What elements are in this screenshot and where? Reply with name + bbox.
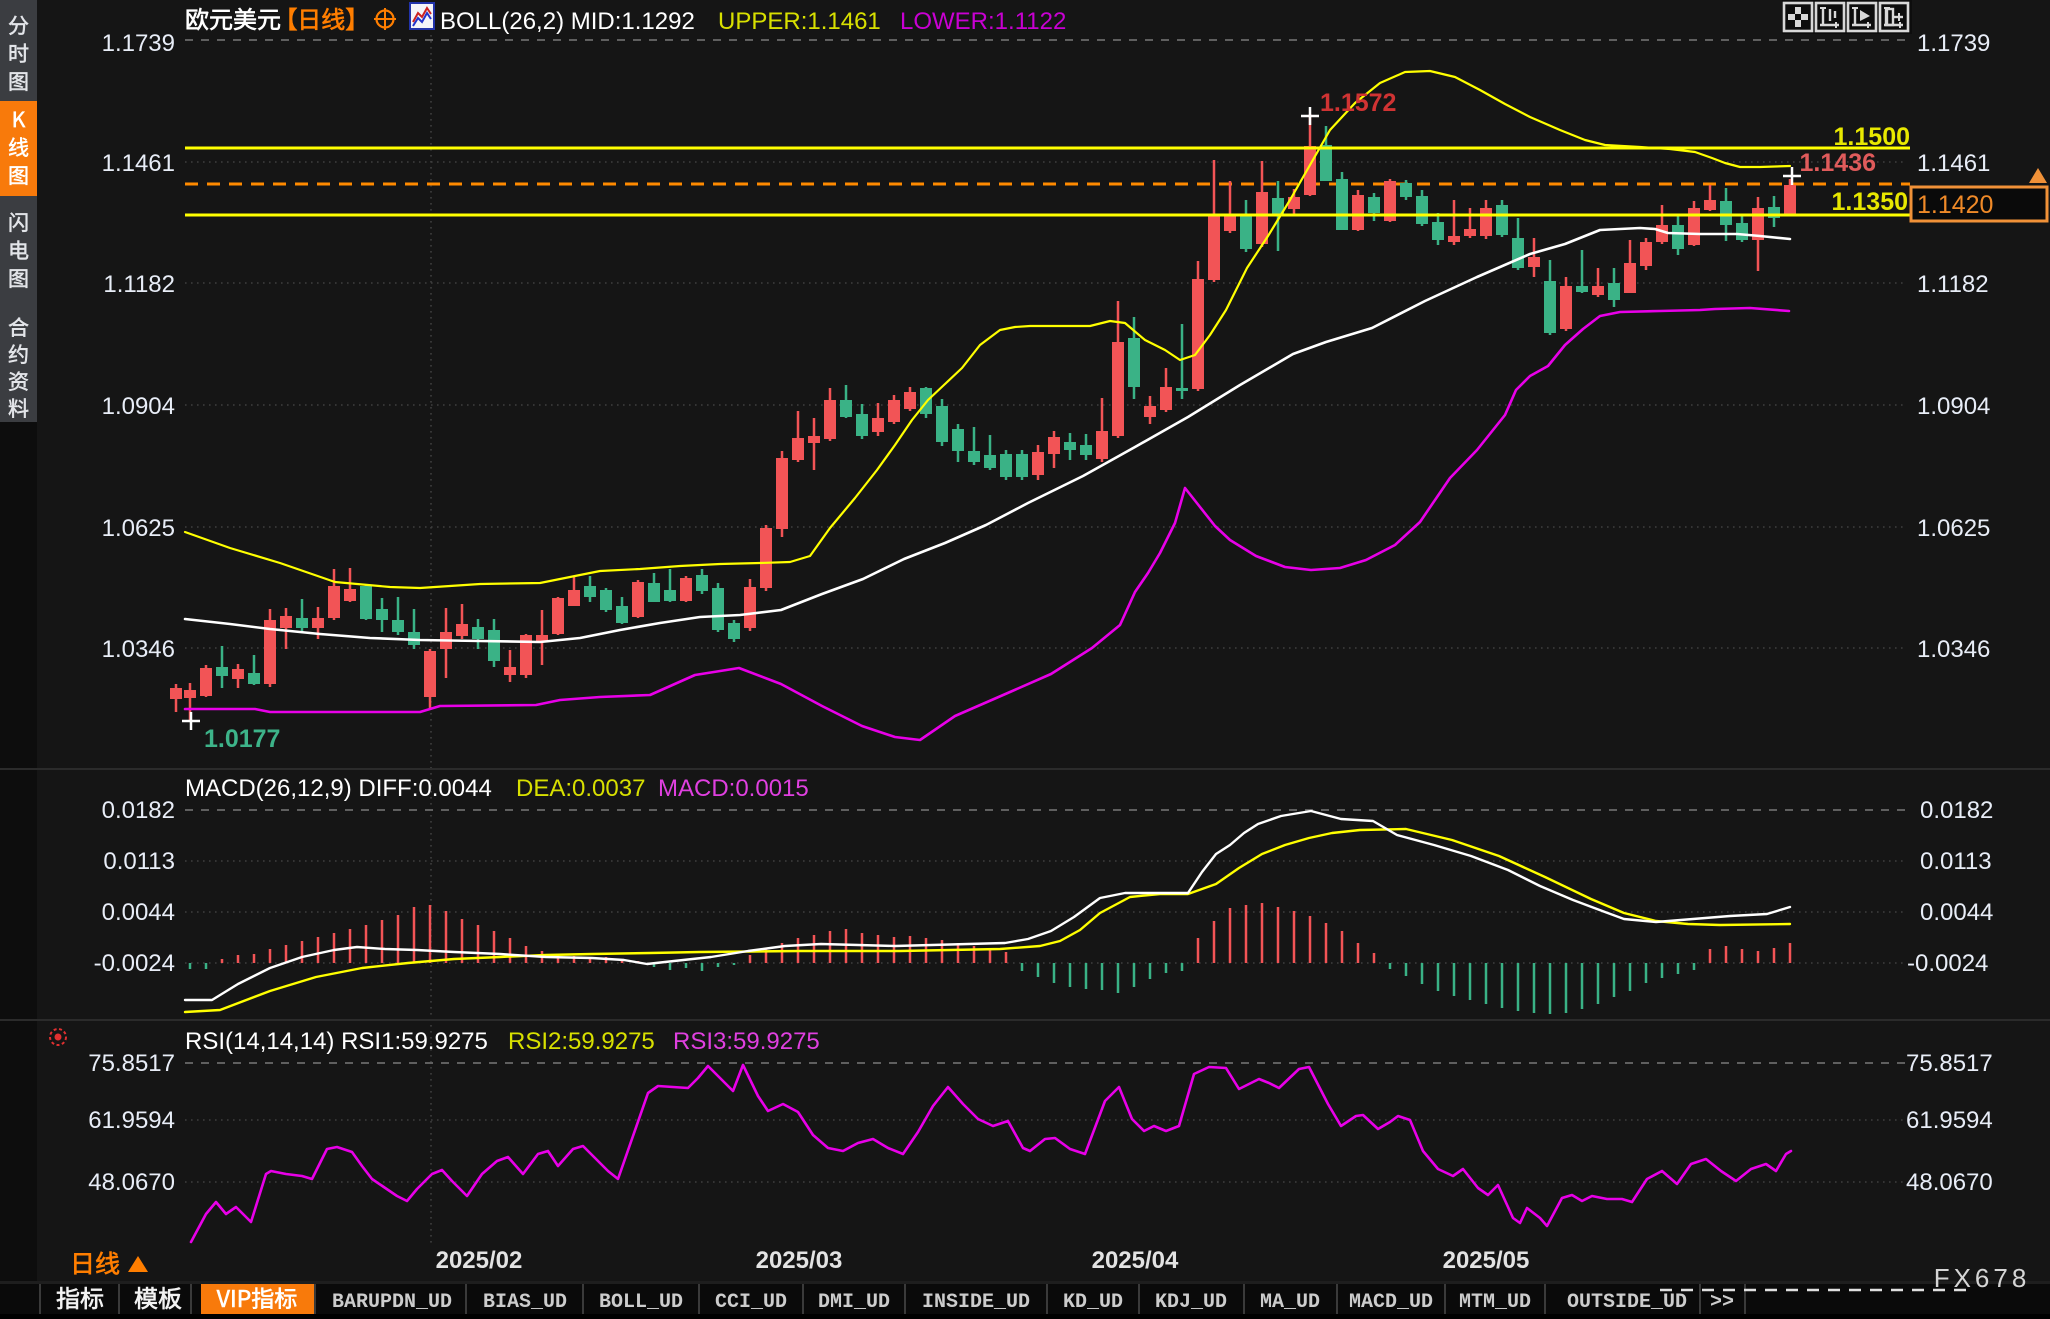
svg-text:-0.0024: -0.0024	[94, 950, 175, 977]
svg-text:RSI(14,14,14) RSI1:59.9275: RSI(14,14,14) RSI1:59.9275	[185, 1028, 488, 1055]
svg-text:1.1572: 1.1572	[1320, 89, 1396, 117]
svg-text:BOLL(26,2) MID:1.1292: BOLL(26,2) MID:1.1292	[440, 8, 695, 35]
svg-text:2025/05: 2025/05	[1443, 1247, 1530, 1274]
svg-text:0.0044: 0.0044	[1920, 899, 1993, 926]
svg-text:BARUPDN_UD: BARUPDN_UD	[332, 1291, 452, 1314]
svg-text:48.0670: 48.0670	[1906, 1169, 1993, 1196]
svg-text:1.1461: 1.1461	[1917, 150, 1990, 177]
svg-text:MACD(26,12,9) DIFF:0.0044: MACD(26,12,9) DIFF:0.0044	[185, 775, 492, 802]
svg-text:75.8517: 75.8517	[1906, 1050, 1993, 1077]
svg-text:RSI3:59.9275: RSI3:59.9275	[673, 1028, 820, 1055]
svg-text:LOWER:1.1122: LOWER:1.1122	[900, 8, 1066, 35]
svg-text:0.0182: 0.0182	[1920, 797, 1993, 824]
svg-text:MTM_UD: MTM_UD	[1459, 1291, 1531, 1314]
svg-text:2025/02: 2025/02	[436, 1247, 523, 1274]
svg-text:1.1500: 1.1500	[1834, 123, 1910, 151]
svg-text:1.1739: 1.1739	[102, 30, 175, 57]
svg-text:KD_UD: KD_UD	[1063, 1291, 1123, 1314]
svg-text:61.9594: 61.9594	[88, 1107, 175, 1134]
svg-text:48.0670: 48.0670	[88, 1169, 175, 1196]
svg-text:75.8517: 75.8517	[88, 1050, 175, 1077]
svg-text:MA_UD: MA_UD	[1260, 1291, 1320, 1314]
svg-text:0.0182: 0.0182	[102, 797, 175, 824]
svg-text:1.0346: 1.0346	[102, 636, 175, 663]
svg-text:61.9594: 61.9594	[1906, 1107, 1993, 1134]
svg-text:1.0346: 1.0346	[1917, 636, 1990, 663]
svg-text:1.1436: 1.1436	[1800, 149, 1876, 177]
svg-text:1.0177: 1.0177	[204, 725, 280, 753]
svg-text:>>: >>	[1710, 1291, 1734, 1314]
svg-text:BIAS_UD: BIAS_UD	[483, 1291, 567, 1314]
svg-text:0.0113: 0.0113	[1920, 848, 1992, 875]
svg-text:OUTSIDE_UD: OUTSIDE_UD	[1567, 1291, 1687, 1314]
svg-text:CCI_UD: CCI_UD	[715, 1291, 787, 1314]
svg-text:1.0625: 1.0625	[1917, 515, 1990, 542]
svg-text:1.0904: 1.0904	[102, 393, 175, 420]
svg-text:MACD_UD: MACD_UD	[1349, 1291, 1433, 1314]
svg-text:1.1350: 1.1350	[1832, 188, 1908, 216]
svg-text:0.0113: 0.0113	[103, 848, 175, 875]
svg-text:FX678: FX678	[1934, 1263, 2031, 1293]
svg-text:RSI2:59.9275: RSI2:59.9275	[508, 1028, 655, 1055]
svg-text:1.0625: 1.0625	[102, 515, 175, 542]
svg-text:KDJ_UD: KDJ_UD	[1155, 1291, 1227, 1314]
svg-text:BOLL_UD: BOLL_UD	[599, 1291, 683, 1314]
svg-text:DEA:0.0037: DEA:0.0037	[516, 775, 645, 802]
svg-text:-0.0024: -0.0024	[1907, 950, 1988, 977]
svg-text:2025/04: 2025/04	[1092, 1247, 1179, 1274]
svg-text:1.1182: 1.1182	[103, 271, 175, 298]
svg-text:1.1420: 1.1420	[1917, 191, 1993, 219]
svg-text:1.1739: 1.1739	[1917, 30, 1990, 57]
svg-text:MACD:0.0015: MACD:0.0015	[658, 775, 809, 802]
svg-text:1.0904: 1.0904	[1917, 393, 1990, 420]
svg-text:DMI_UD: DMI_UD	[818, 1291, 890, 1314]
svg-text:1.1461: 1.1461	[102, 150, 175, 177]
svg-text:2025/03: 2025/03	[756, 1247, 843, 1274]
svg-text:1.1182: 1.1182	[1917, 271, 1989, 298]
svg-text:0.0044: 0.0044	[102, 899, 175, 926]
svg-text:UPPER:1.1461: UPPER:1.1461	[718, 8, 881, 35]
svg-text:INSIDE_UD: INSIDE_UD	[922, 1291, 1030, 1314]
